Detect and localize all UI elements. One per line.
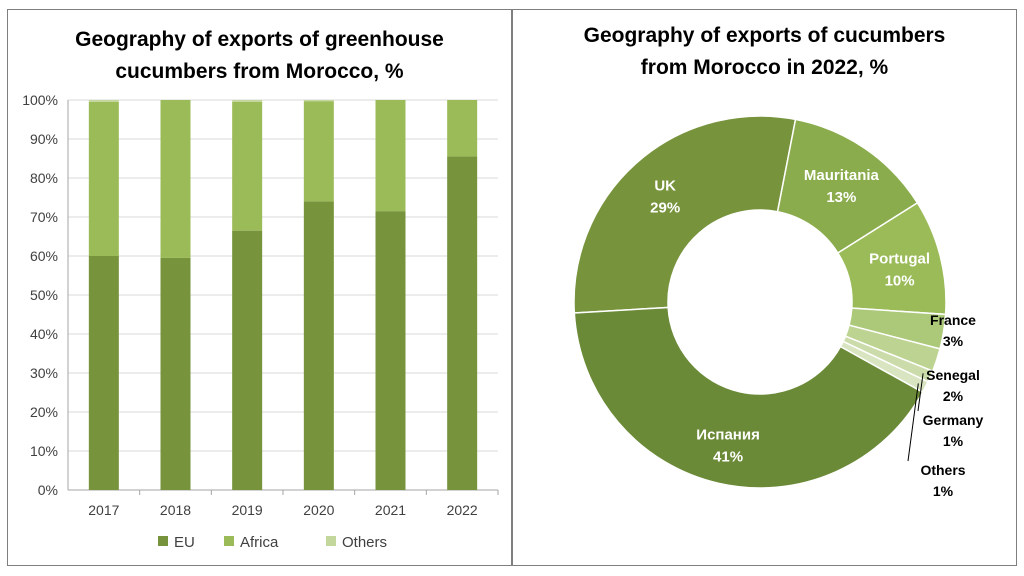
x-tick-label: 2019 [232, 502, 263, 518]
bar-chart-title: Geography of exports of greenhouse cucum… [8, 24, 511, 88]
bar-others-2020 [303, 100, 334, 102]
donut-value-others: 1% [933, 483, 954, 499]
leader-line-germany [917, 373, 924, 412]
bar-africa-2020 [303, 101, 334, 202]
donut-chart-title-line2: from Morocco in 2022, % [640, 56, 889, 79]
donut-label-uk: UK [654, 178, 676, 195]
bar-chart: 0% 10% 20% 30% 40% 50% 60% 70% 80% 90% 100% 2017 201… [22, 92, 499, 551]
y-tick-label: 100% [22, 92, 58, 108]
legend-label-others: Others [342, 534, 387, 551]
donut-chart-title: Geography of exports of cucumbers from M… [513, 20, 1016, 84]
bar-chart-title-line2: cucumbers from Morocco, % [115, 60, 404, 83]
legend-label-africa: Africa [240, 534, 279, 551]
bar-eu-2020 [303, 201, 334, 490]
donut-label-mauritania: Mauritania [804, 167, 880, 184]
y-tick-label: 40% [30, 326, 58, 342]
y-tick-label: 0% [38, 482, 58, 498]
bar-eu-2022 [447, 156, 478, 491]
donut-value-portugal: 10% [885, 273, 915, 290]
donut-value-senegal: 2% [943, 388, 964, 404]
x-tick-label: 2017 [88, 502, 119, 518]
x-tick-label: 2020 [303, 502, 334, 518]
bar-africa-2019 [232, 101, 263, 231]
donut-chart: UK 29% Mauritania 13% Portugal 10% France 3% Sen… [573, 115, 984, 499]
donut-chart-panel: Geography of exports of cucumbers from M… [512, 9, 1017, 566]
y-tick-label: 70% [30, 209, 58, 225]
y-tick-label: 10% [30, 443, 58, 459]
bar-eu-2019 [232, 230, 263, 490]
x-tick-label: 2021 [375, 502, 406, 518]
bar-others-2019 [232, 100, 263, 102]
donut-slice-испания [573, 306, 924, 489]
donut-label-france: France [930, 312, 976, 328]
x-tick-label: 2022 [447, 502, 478, 518]
bar-africa-2018 [160, 100, 191, 258]
bar-eu-2018 [160, 257, 191, 490]
donut-label-portugal: Portugal [869, 251, 930, 268]
donut-label-others: Others [920, 462, 965, 478]
bar-chart-panel: Geography of exports of greenhouse cucum… [7, 9, 512, 566]
legend-label-eu: EU [174, 534, 195, 551]
legend-swatch-africa [224, 536, 234, 546]
legend-swatch-others [326, 536, 336, 546]
bar-eu-2017 [88, 256, 119, 490]
donut-value-испания: 41% [713, 448, 743, 465]
y-tick-label: 60% [30, 248, 58, 264]
donut-label-germany: Germany [923, 412, 984, 428]
bar-others-2017 [88, 100, 119, 102]
donut-value-uk: 29% [650, 200, 680, 217]
y-tick-label: 80% [30, 170, 58, 186]
donut-value-mauritania: 13% [826, 189, 856, 206]
y-tick-label: 90% [30, 131, 58, 147]
bar-eu-2021 [375, 211, 406, 490]
legend-swatch-eu [158, 536, 168, 546]
donut-label-senegal: Senegal [926, 367, 980, 383]
donut-chart-title-line1: Geography of exports of cucumbers [583, 24, 946, 47]
y-tick-label: 20% [30, 404, 58, 420]
y-tick-label: 30% [30, 365, 58, 381]
bar-africa-2021 [375, 100, 406, 212]
donut-label-испания: Испания [696, 426, 760, 443]
donut-slice-uk [573, 115, 797, 314]
leader-line-others [907, 383, 919, 462]
donut-value-france: 3% [943, 333, 964, 349]
y-tick-label: 50% [30, 287, 58, 303]
x-tick-label: 2018 [160, 502, 191, 518]
bar-chart-title-line1: Geography of exports of greenhouse [75, 28, 444, 51]
bar-africa-2017 [88, 101, 119, 256]
donut-value-germany: 1% [943, 433, 964, 449]
bar-africa-2022 [447, 100, 478, 157]
